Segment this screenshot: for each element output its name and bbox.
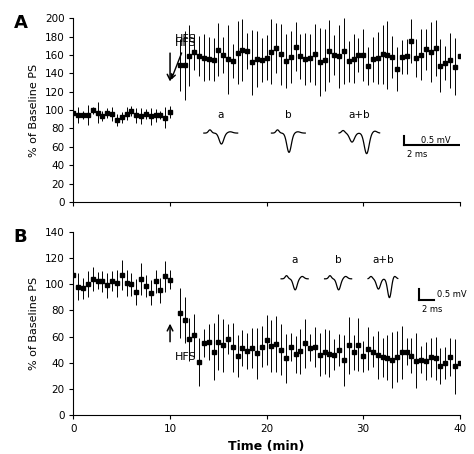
- Text: b: b: [285, 109, 292, 119]
- Text: HFS: HFS: [175, 34, 197, 44]
- X-axis label: Time (min): Time (min): [228, 440, 305, 453]
- Text: B: B: [14, 228, 27, 246]
- Text: a+b: a+b: [372, 256, 394, 266]
- Text: HFS: HFS: [171, 38, 197, 79]
- Text: A: A: [14, 15, 27, 33]
- Y-axis label: % of Baseline PS: % of Baseline PS: [29, 277, 39, 370]
- Text: b: b: [335, 256, 341, 266]
- Text: 2 ms: 2 ms: [407, 150, 427, 158]
- Text: 0.5 mV: 0.5 mV: [437, 290, 466, 299]
- Text: a: a: [218, 109, 224, 119]
- Text: 2 ms: 2 ms: [422, 305, 443, 314]
- Text: a+b: a+b: [348, 109, 370, 119]
- Text: a: a: [292, 256, 298, 266]
- Text: HFS: HFS: [175, 352, 197, 362]
- Y-axis label: % of Baseline PS: % of Baseline PS: [29, 64, 39, 157]
- Text: 0.5 mV: 0.5 mV: [421, 136, 451, 145]
